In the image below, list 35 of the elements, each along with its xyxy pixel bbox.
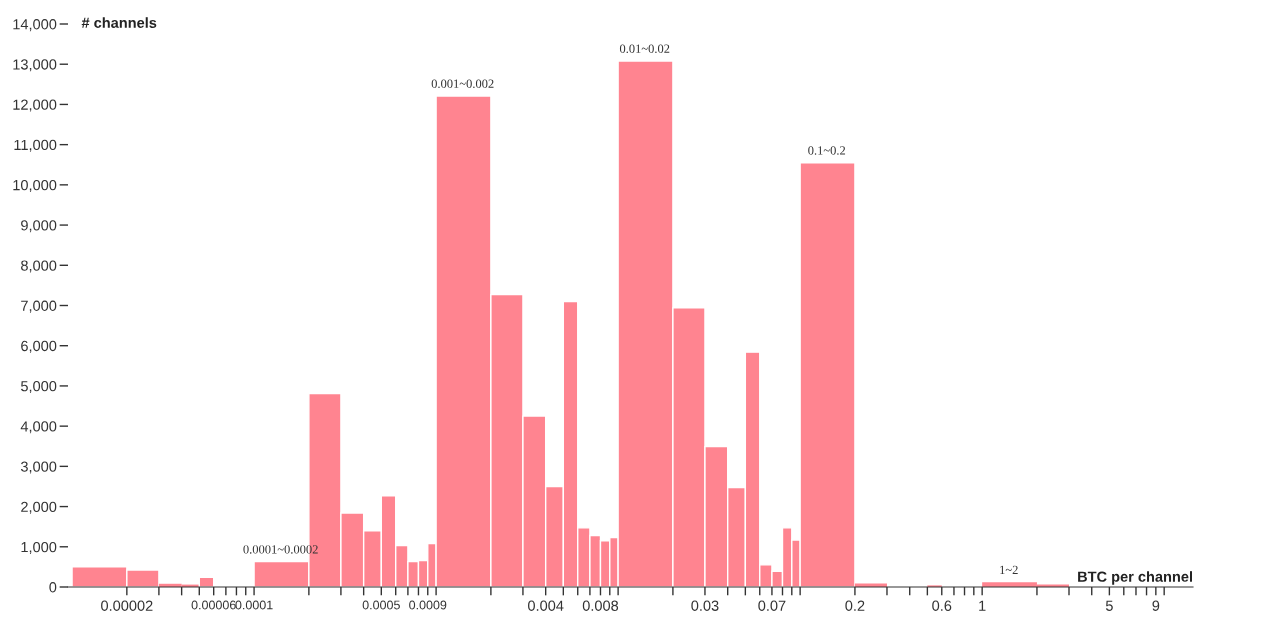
x-tick-label: 0.0001 (235, 600, 273, 610)
y-tick-label: 1,000 (21, 541, 57, 554)
y-tick-label: 14,000 (13, 19, 57, 32)
x-tick-label: 0.07 (758, 600, 786, 611)
y-tick-label: 7,000 (21, 300, 57, 313)
x-tick-label: 0.00006 (191, 600, 236, 610)
y-tick-label: 13,000 (13, 59, 57, 72)
y-tick-label: 9,000 (21, 220, 57, 233)
y-tick-label: 12,000 (13, 99, 57, 112)
x-tick-label: 0.0005 (362, 600, 400, 610)
x-tick-label: 9 (1152, 600, 1160, 611)
x-tick-label: 0.008 (582, 600, 619, 611)
annotation: 0.01~0.02 (619, 44, 670, 53)
y-tick-label: 2,000 (21, 501, 57, 514)
y-tick-label: 4,000 (20, 421, 57, 434)
x-tick-label: 0.2 (845, 600, 865, 611)
annotation: 0.1~0.2 (808, 146, 846, 155)
x-tick-label: 0.6 (932, 600, 952, 611)
x-tick-label: 0.03 (691, 600, 719, 611)
y-tick-label: 6,000 (21, 340, 57, 353)
y-tick-label: 8,000 (21, 260, 57, 273)
x-tick-label: 1 (979, 600, 986, 611)
x-axis-title: BTC per channel (1078, 571, 1192, 585)
y-tick-label: 0 (49, 582, 57, 593)
annotation: 1~2 (1000, 565, 1018, 574)
annotation: 0.001~0.002 (431, 79, 494, 88)
y-tick-label: 11,000 (14, 139, 57, 152)
y-tick-label: 5,000 (20, 381, 57, 394)
x-tick-label: 0.004 (528, 600, 564, 611)
x-tick-label: 0.0009 (409, 600, 447, 610)
x-tick-label: 5 (1105, 600, 1113, 611)
y-tick-label: 3,000 (20, 461, 57, 474)
y-axis-title: # channels (81, 17, 157, 28)
x-tick-label: 0.00002 (101, 600, 153, 611)
y-tick-label: 10,000 (13, 179, 57, 193)
